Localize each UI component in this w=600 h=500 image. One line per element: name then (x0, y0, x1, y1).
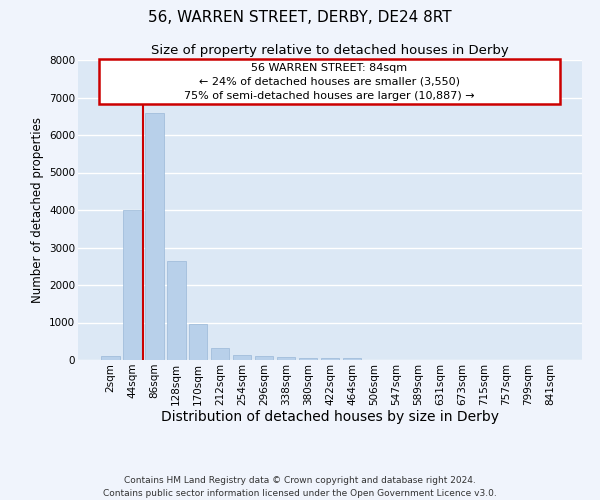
Bar (299, 358, 317, 360)
Bar (211, 348, 229, 360)
Text: 56, WARREN STREET, DERBY, DE24 8RT: 56, WARREN STREET, DERBY, DE24 8RT (148, 10, 452, 25)
Bar (145, 112, 164, 360)
Title: Size of property relative to detached houses in Derby: Size of property relative to detached ho… (151, 44, 509, 58)
X-axis label: Distribution of detached houses by size in Derby: Distribution of detached houses by size … (161, 410, 499, 424)
Bar (320, 358, 340, 360)
Bar (99, 59, 560, 104)
Bar (101, 356, 119, 360)
Y-axis label: Number of detached properties: Number of detached properties (31, 117, 44, 303)
Bar (255, 356, 274, 360)
Bar (167, 260, 185, 360)
Text: Contains HM Land Registry data © Crown copyright and database right 2024.
Contai: Contains HM Land Registry data © Crown c… (103, 476, 497, 498)
Text: 56 WARREN STREET: 84sqm
← 24% of detached houses are smaller (3,550)
75% of semi: 56 WARREN STREET: 84sqm ← 24% of detache… (184, 62, 475, 101)
Bar (343, 358, 361, 360)
Bar (123, 210, 142, 360)
Bar (189, 324, 208, 360)
Bar (277, 358, 295, 360)
Bar (233, 355, 251, 360)
